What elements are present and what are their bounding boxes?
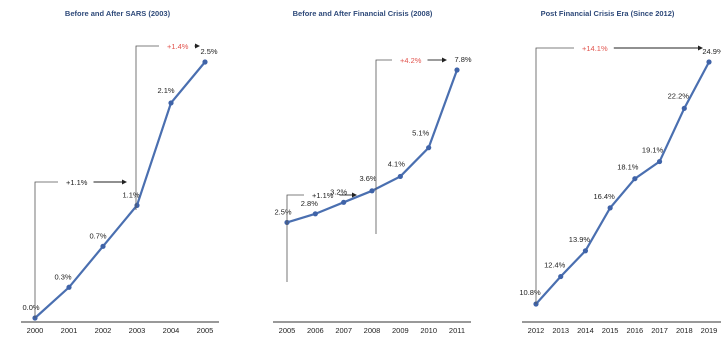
chart-2-tick-label: 2007 [335, 326, 352, 335]
chart-2-tick-label: 2006 [307, 326, 324, 335]
chart-1-point [66, 284, 72, 290]
chart-3-point [558, 273, 564, 280]
chart-3-tick-label: 2012 [528, 326, 545, 335]
chart-2-annotation-label: +1.1% [312, 191, 334, 200]
chart-1-tick-label: 2004 [163, 326, 180, 335]
chart-3-tick-label: 2016 [627, 326, 644, 335]
chart-3-data-label: 24.9% [702, 47, 721, 56]
chart-2-point [426, 145, 432, 151]
chart-3-point [632, 176, 638, 182]
chart-1-annotation-label: +1.1% [66, 178, 88, 187]
chart-1-tick-label: 2005 [197, 326, 214, 335]
chart-2-tick-label: 2011 [449, 326, 465, 335]
chart-3-annotation-label: +14.1% [582, 44, 608, 53]
chart-2-annotation-bracket [375, 59, 392, 234]
chart-1-series-line [34, 61, 206, 319]
chart-2-point [397, 173, 403, 180]
chart-2-data-label: 2.8% [301, 199, 318, 208]
chart-3-data-label: 10.8% [519, 288, 541, 297]
chart-3-tick-label: 2013 [552, 326, 569, 335]
chart-1-annotation-bracket [34, 181, 58, 318]
chart-3-series-line [535, 61, 710, 305]
chart-1-tick-label: 2000 [27, 326, 44, 335]
chart-3-title: Post Financial Crisis Era (Since 2012) [540, 9, 675, 18]
chart-3-tick-label: 2019 [701, 326, 718, 335]
chart-3-point [607, 205, 613, 211]
chart-2-data-label: 7.8% [454, 55, 471, 64]
chart-1-tick-label: 2001 [61, 326, 78, 335]
chart-2-annotation-label: +4.2% [400, 56, 422, 65]
chart-3-annotation-bracket [535, 47, 574, 304]
chart-1-point [134, 202, 140, 208]
chart-2-data-label: 4.1% [388, 159, 405, 168]
chart-3-point [681, 105, 687, 111]
chart-2-data-label: 5.1% [412, 129, 429, 138]
chart-1-data-label: 2.1% [157, 86, 174, 95]
chart-1-point [100, 243, 106, 249]
chart-2-tick-label: 2009 [392, 326, 409, 335]
chart-3-data-label: 18.1% [617, 163, 639, 172]
chart-1-data-label: 0.3% [54, 272, 71, 281]
chart-3-point [582, 248, 589, 254]
chart-2-data-label: 3.2% [330, 187, 347, 196]
chart-1-point [202, 59, 208, 65]
chart-2-point [369, 188, 375, 194]
chart-2-tick-label: 2005 [279, 326, 296, 335]
chart-3-point [656, 158, 663, 165]
chart-2-tick-label: 2010 [420, 326, 437, 335]
chart-1-data-label: 0.7% [89, 231, 106, 240]
chart-3-data-label: 13.9% [569, 235, 591, 244]
chart-1-annotation-arrow-head [195, 43, 200, 49]
chart-3-tick-label: 2018 [676, 326, 693, 335]
chart-3-data-label: 12.4% [544, 261, 566, 270]
chart-1-tick-label: 2002 [95, 326, 112, 335]
chart-3-data-label: 22.2% [668, 91, 690, 100]
chart-1-tick-label: 2003 [129, 326, 146, 335]
chart-3-tick-label: 2017 [651, 326, 668, 335]
chart-1-annotation-bracket [135, 45, 159, 210]
chart-1-point [168, 100, 174, 106]
chart-2-annotation-arrow-head [352, 192, 357, 198]
chart-2-annotation-bracket [286, 194, 304, 282]
chart-3-data-label: 19.1% [642, 146, 664, 155]
chart-2-tick-label: 2008 [364, 326, 381, 335]
chart-1-annotation-label: +1.4% [167, 42, 189, 51]
chart-2-point [312, 211, 318, 217]
chart-1-annotation-arrow-head [122, 179, 127, 185]
chart-3-tick-label: 2015 [602, 326, 619, 335]
chart-2-title: Before and After Financial Crisis (2008) [292, 9, 433, 18]
chart-1-data-label: 1.1% [122, 190, 139, 199]
chart-1-data-label: 2.5% [200, 47, 217, 56]
chart-2-data-label: 3.6% [359, 174, 376, 183]
chart-1-title: Before and After SARS (2003) [64, 9, 171, 18]
chart-3-annotation-arrow-head [698, 45, 703, 51]
chart-2-data-label: 2.5% [274, 207, 291, 216]
chart-2-annotation-arrow-head [442, 57, 447, 63]
chart-2-point [454, 67, 460, 73]
chart-3-point [706, 59, 712, 65]
chart-2-point [341, 199, 347, 205]
chart-3-data-label: 16.4% [594, 192, 616, 201]
chart-1-data-label: 0.0% [22, 303, 39, 312]
chart-3-tick-label: 2014 [577, 326, 594, 335]
